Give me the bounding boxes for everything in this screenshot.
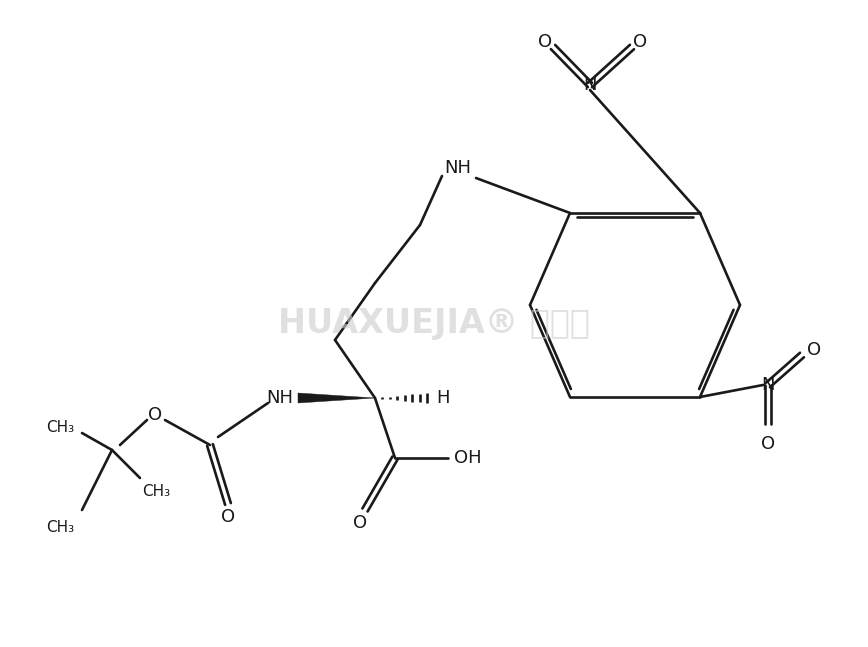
Text: O: O [761, 435, 775, 453]
Polygon shape [298, 393, 375, 403]
Text: HUAXUEJIA® 化学加: HUAXUEJIA® 化学加 [278, 307, 590, 340]
Text: CH₃: CH₃ [46, 421, 74, 435]
Text: H: H [437, 389, 450, 407]
Text: NH: NH [266, 389, 293, 407]
Text: O: O [538, 33, 552, 51]
Text: CH₃: CH₃ [46, 520, 74, 534]
Text: CH₃: CH₃ [142, 485, 170, 499]
Text: O: O [633, 33, 647, 51]
Text: N: N [583, 76, 597, 94]
Text: OH: OH [454, 449, 482, 467]
Text: O: O [353, 514, 367, 532]
Text: O: O [807, 341, 821, 359]
Text: N: N [761, 376, 775, 394]
Text: NH: NH [444, 159, 471, 177]
Text: O: O [221, 508, 235, 526]
Text: O: O [148, 406, 162, 424]
